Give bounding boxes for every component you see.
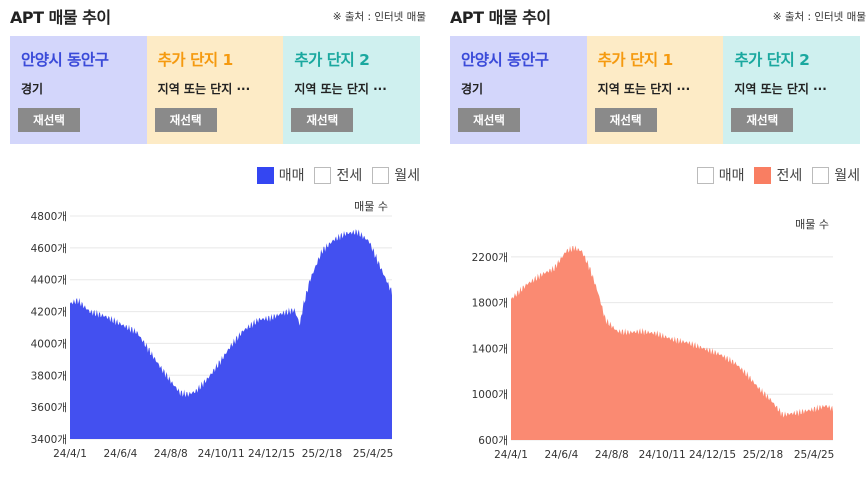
x-tick-label: 24/12/15 — [689, 449, 736, 461]
reselect-button[interactable]: 재선택 — [731, 108, 794, 132]
card-region-name: 안양시 동안구 — [461, 51, 549, 69]
x-tick-label: 25/2/18 — [302, 448, 342, 460]
x-tick-label: 24/12/15 — [248, 448, 295, 460]
legend-label: 매매 — [278, 168, 305, 184]
reselect-button[interactable]: 재선택 — [594, 108, 657, 132]
y-tick-label: 1000개 — [472, 389, 508, 401]
panel-jeonse: APT 매물 추이 ※ 출처 : 인터넷 매물 안양시 동안구 경기 재선택 추… — [446, 0, 868, 485]
x-tick-label: 24/6/4 — [544, 449, 578, 461]
legend-checkbox[interactable] — [372, 166, 390, 184]
panel-title: APT 매물 추이 — [10, 8, 111, 27]
x-tick-label: 24/10/11 — [639, 449, 686, 461]
y-tick-label: 4200개 — [31, 307, 67, 319]
region-cards: 안양시 동안구 경기 재선택 추가 단지 1 지역 또는 단지 ··· 재선택 … — [10, 36, 421, 144]
region-card-extra-1[interactable]: 추가 단지 1 지역 또는 단지 ··· 재선택 — [146, 36, 284, 144]
reselect-button[interactable]: 재선택 — [458, 108, 520, 132]
card-region-name: 추가 단지 2 — [734, 51, 810, 69]
region-card-extra-2[interactable]: 추가 단지 2 지역 또는 단지 ··· 재선택 — [283, 36, 421, 144]
y-tick-label: 600개 — [478, 435, 508, 447]
sale-area-chart: 3400개 3600개 3800개 4000개 4200개 4400개 4600개 4800개… — [31, 200, 394, 460]
x-tick-label: 24/4/1 — [53, 448, 87, 460]
legend-item-sale[interactable]: 매매 — [696, 165, 745, 185]
x-tick-label: 24/10/11 — [198, 448, 245, 460]
y-axis-label: 매물 수 — [795, 218, 829, 231]
region-card-main[interactable]: 안양시 동안구 경기 재선택 — [10, 36, 147, 144]
jeonse-area-chart: 600개 1000개 1400개 1800개 2200개 24/4/1 24/6/4 24/8… — [472, 218, 835, 461]
source-note: ※ 출처 : 인터넷 매물 — [332, 11, 426, 23]
region-card-extra-1[interactable]: 추가 단지 1 지역 또는 단지 ··· 재선택 — [586, 36, 724, 144]
region-cards: 안양시 동안구 경기 재선택 추가 단지 1 지역 또는 단지 ··· 재선택 … — [450, 36, 861, 144]
legend-checkbox[interactable] — [812, 166, 830, 184]
y-tick-label: 2200개 — [472, 252, 508, 264]
card-region-name: 추가 단지 1 — [597, 51, 674, 69]
card-region-sub: 지역 또는 단지 ··· — [157, 82, 251, 96]
card-region-sub: 지역 또는 단지 ··· — [597, 82, 691, 96]
y-axis-label: 매물 수 — [354, 200, 388, 213]
legend-label: 전세 — [336, 168, 363, 184]
y-tick-label: 4400개 — [31, 275, 67, 287]
x-tick-label: 24/4/1 — [494, 449, 528, 461]
card-region-sub: 경기 — [461, 82, 484, 96]
y-tick-label: 1400개 — [472, 343, 508, 355]
card-region-name: 추가 단지 2 — [294, 51, 370, 69]
legend-label: 전세 — [776, 168, 803, 184]
legend-item-jeonse[interactable]: 전세 — [754, 165, 802, 185]
legend-item-monthly[interactable]: 월세 — [812, 165, 860, 185]
panel-title: APT 매물 추이 — [450, 8, 551, 27]
y-tick-label: 3400개 — [31, 434, 67, 446]
card-region-sub: 지역 또는 단지 ··· — [294, 82, 387, 96]
legend-item-sale[interactable]: 매매 — [256, 165, 305, 185]
legend-label: 월세 — [394, 168, 420, 184]
y-tick-label: 1800개 — [472, 298, 508, 310]
reselect-button[interactable]: 재선택 — [291, 108, 354, 132]
reselect-button[interactable]: 재선택 — [154, 108, 217, 132]
legend-checkbox[interactable] — [696, 166, 714, 184]
chart-legend: 매매 전세 월세 — [696, 165, 860, 185]
legend-item-jeonse[interactable]: 전세 — [314, 165, 362, 185]
legend-label: 매매 — [718, 168, 745, 184]
card-region-sub: 지역 또는 단지 ··· — [734, 82, 827, 96]
card-region-sub: 경기 — [21, 82, 44, 96]
chart-legend: 매매 전세 월세 — [256, 165, 420, 185]
legend-checkbox[interactable] — [754, 166, 772, 184]
legend-checkbox[interactable] — [314, 166, 332, 184]
y-tick-label: 3800개 — [31, 370, 67, 382]
card-region-name: 추가 단지 1 — [157, 51, 234, 69]
panel-sale: APT 매물 추이 ※ 출처 : 인터넷 매물 안양시 동안구 경기 재선택 추… — [6, 0, 430, 485]
x-tick-label: 24/8/8 — [595, 449, 629, 461]
y-tick-label: 4600개 — [31, 243, 67, 255]
legend-item-monthly[interactable]: 월세 — [372, 165, 420, 185]
series-area — [70, 229, 392, 439]
region-card-main[interactable]: 안양시 동안구 경기 재선택 — [450, 36, 587, 144]
y-tick-label: 3600개 — [31, 402, 67, 414]
legend-label: 월세 — [834, 168, 860, 184]
x-tick-label: 25/4/25 — [353, 448, 393, 460]
y-tick-label: 4000개 — [31, 338, 67, 350]
x-tick-label: 24/8/8 — [154, 448, 188, 460]
reselect-button[interactable]: 재선택 — [18, 108, 80, 132]
source-note: ※ 출처 : 인터넷 매물 — [772, 11, 866, 23]
region-card-extra-2[interactable]: 추가 단지 2 지역 또는 단지 ··· 재선택 — [723, 36, 861, 144]
legend-checkbox[interactable] — [256, 166, 274, 184]
x-tick-label: 25/2/18 — [743, 449, 783, 461]
x-tick-label: 24/6/4 — [103, 448, 137, 460]
card-region-name: 안양시 동안구 — [21, 51, 109, 69]
y-tick-label: 4800개 — [31, 211, 67, 223]
x-tick-label: 25/4/25 — [794, 449, 834, 461]
series-area — [511, 245, 833, 440]
